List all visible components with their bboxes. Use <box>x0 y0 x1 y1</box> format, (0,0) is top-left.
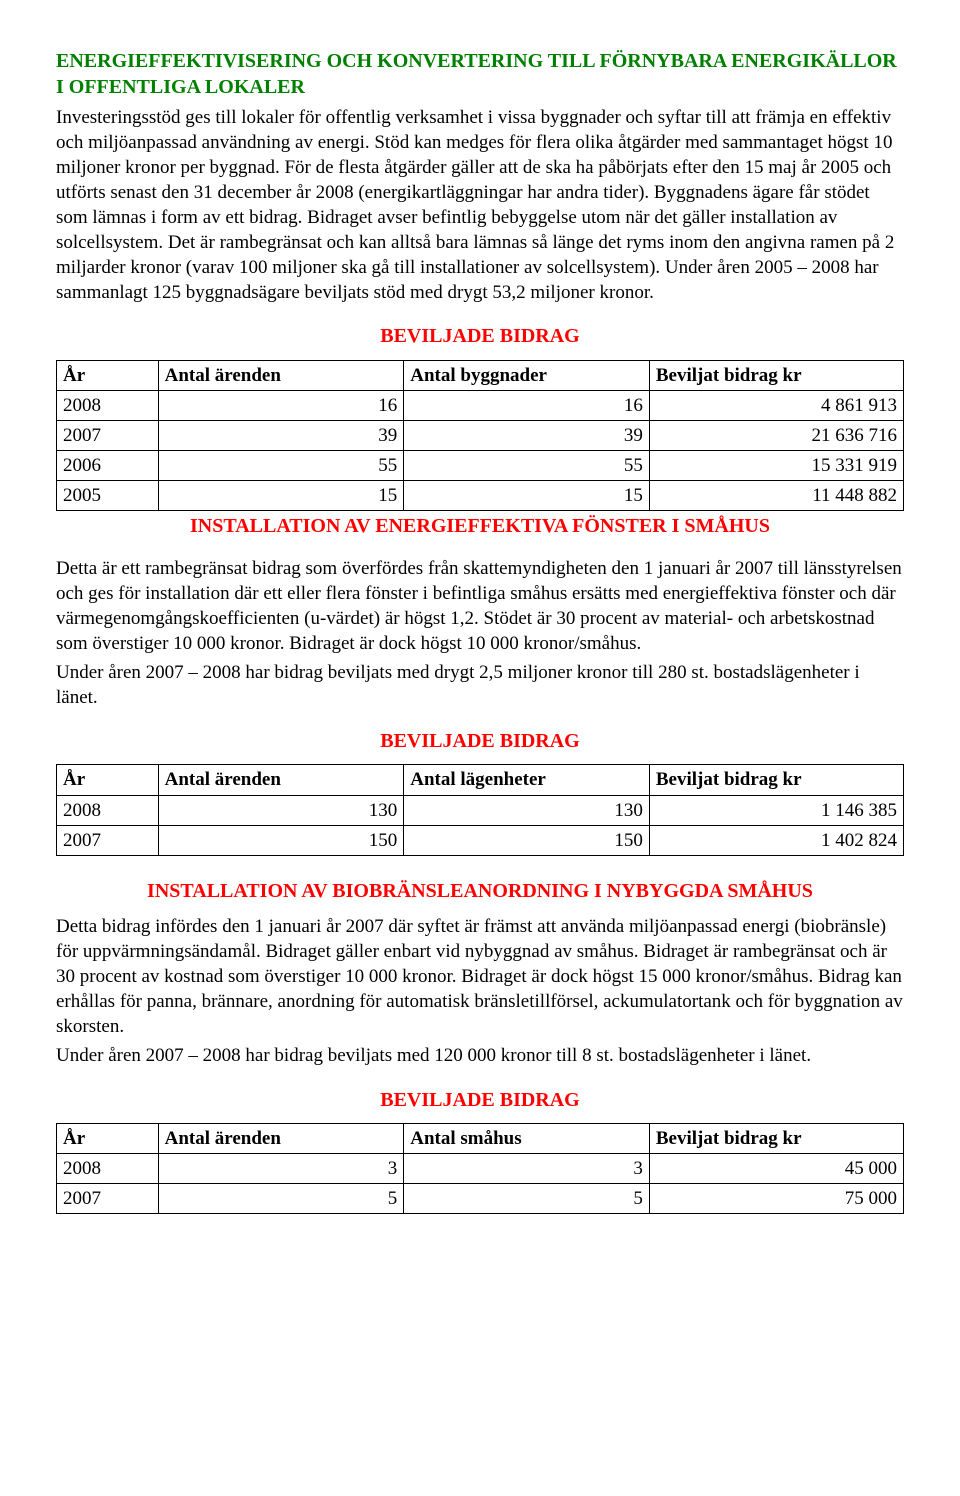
section3-body2: Under åren 2007 – 2008 har bidrag bevilj… <box>56 1043 904 1068</box>
table-2: År Antal ärenden Antal lägenheter Bevilj… <box>56 764 904 855</box>
th: Antal ärenden <box>158 765 404 795</box>
table-row: 2005 15 15 11 448 882 <box>57 481 904 511</box>
table-row: 2008 130 130 1 146 385 <box>57 795 904 825</box>
th: År <box>57 765 159 795</box>
section1-heading: ENERGIEFFEKTIVISERING OCH KONVERTERING T… <box>56 48 904 101</box>
cell: 15 331 919 <box>649 451 903 481</box>
cell: 2008 <box>57 390 159 420</box>
cell: 5 <box>158 1184 404 1214</box>
th: År <box>57 1123 159 1153</box>
cell: 55 <box>158 451 404 481</box>
cell: 2007 <box>57 1184 159 1214</box>
cell: 130 <box>158 795 404 825</box>
cell: 2008 <box>57 795 159 825</box>
th: År <box>57 360 159 390</box>
cell: 15 <box>158 481 404 511</box>
th: Antal småhus <box>404 1123 650 1153</box>
cell: 3 <box>158 1154 404 1184</box>
cell: 21 636 716 <box>649 420 903 450</box>
th: Beviljat bidrag kr <box>649 360 903 390</box>
cell: 1 402 824 <box>649 825 903 855</box>
th: Beviljat bidrag kr <box>649 1123 903 1153</box>
table-header-row: År Antal ärenden Antal byggnader Bevilja… <box>57 360 904 390</box>
cell: 150 <box>158 825 404 855</box>
section3-heading: INSTALLATION AV BIOBRÄNSLEANORDNING I NY… <box>56 878 904 904</box>
table-header-row: År Antal ärenden Antal lägenheter Bevilj… <box>57 765 904 795</box>
table-3: År Antal ärenden Antal småhus Beviljat b… <box>56 1123 904 1214</box>
cell: 1 146 385 <box>649 795 903 825</box>
table-row: 2007 5 5 75 000 <box>57 1184 904 1214</box>
table-1: År Antal ärenden Antal byggnader Bevilja… <box>56 360 904 511</box>
th: Antal ärenden <box>158 1123 404 1153</box>
cell: 2007 <box>57 420 159 450</box>
cell: 55 <box>404 451 650 481</box>
section2-body1: Detta är ett rambegränsat bidrag som öve… <box>56 556 904 656</box>
th: Antal ärenden <box>158 360 404 390</box>
cell: 16 <box>158 390 404 420</box>
cell: 2006 <box>57 451 159 481</box>
cell: 130 <box>404 795 650 825</box>
th: Antal byggnader <box>404 360 650 390</box>
section1-body: Investeringsstöd ges till lokaler för of… <box>56 105 904 306</box>
cell: 75 000 <box>649 1184 903 1214</box>
table-row: 2007 150 150 1 402 824 <box>57 825 904 855</box>
table-header-row: År Antal ärenden Antal småhus Beviljat b… <box>57 1123 904 1153</box>
cell: 5 <box>404 1184 650 1214</box>
t3-title: BEVILJADE BIDRAG <box>56 1087 904 1113</box>
cell: 150 <box>404 825 650 855</box>
t2-title: BEVILJADE BIDRAG <box>56 728 904 754</box>
cell: 45 000 <box>649 1154 903 1184</box>
section2-body2: Under åren 2007 – 2008 har bidrag bevilj… <box>56 660 904 710</box>
cell: 3 <box>404 1154 650 1184</box>
t1-title: BEVILJADE BIDRAG <box>56 323 904 349</box>
table-row: 2008 16 16 4 861 913 <box>57 390 904 420</box>
t1-caption-below: INSTALLATION AV ENERGIEFFEKTIVA FÖNSTER … <box>56 513 904 539</box>
table-row: 2006 55 55 15 331 919 <box>57 451 904 481</box>
cell: 11 448 882 <box>649 481 903 511</box>
cell: 2005 <box>57 481 159 511</box>
cell: 2007 <box>57 825 159 855</box>
section3-body1: Detta bidrag infördes den 1 januari år 2… <box>56 914 904 1039</box>
cell: 39 <box>158 420 404 450</box>
cell: 39 <box>404 420 650 450</box>
th: Beviljat bidrag kr <box>649 765 903 795</box>
cell: 15 <box>404 481 650 511</box>
cell: 2008 <box>57 1154 159 1184</box>
th: Antal lägenheter <box>404 765 650 795</box>
table-row: 2007 39 39 21 636 716 <box>57 420 904 450</box>
cell: 16 <box>404 390 650 420</box>
table-row: 2008 3 3 45 000 <box>57 1154 904 1184</box>
cell: 4 861 913 <box>649 390 903 420</box>
